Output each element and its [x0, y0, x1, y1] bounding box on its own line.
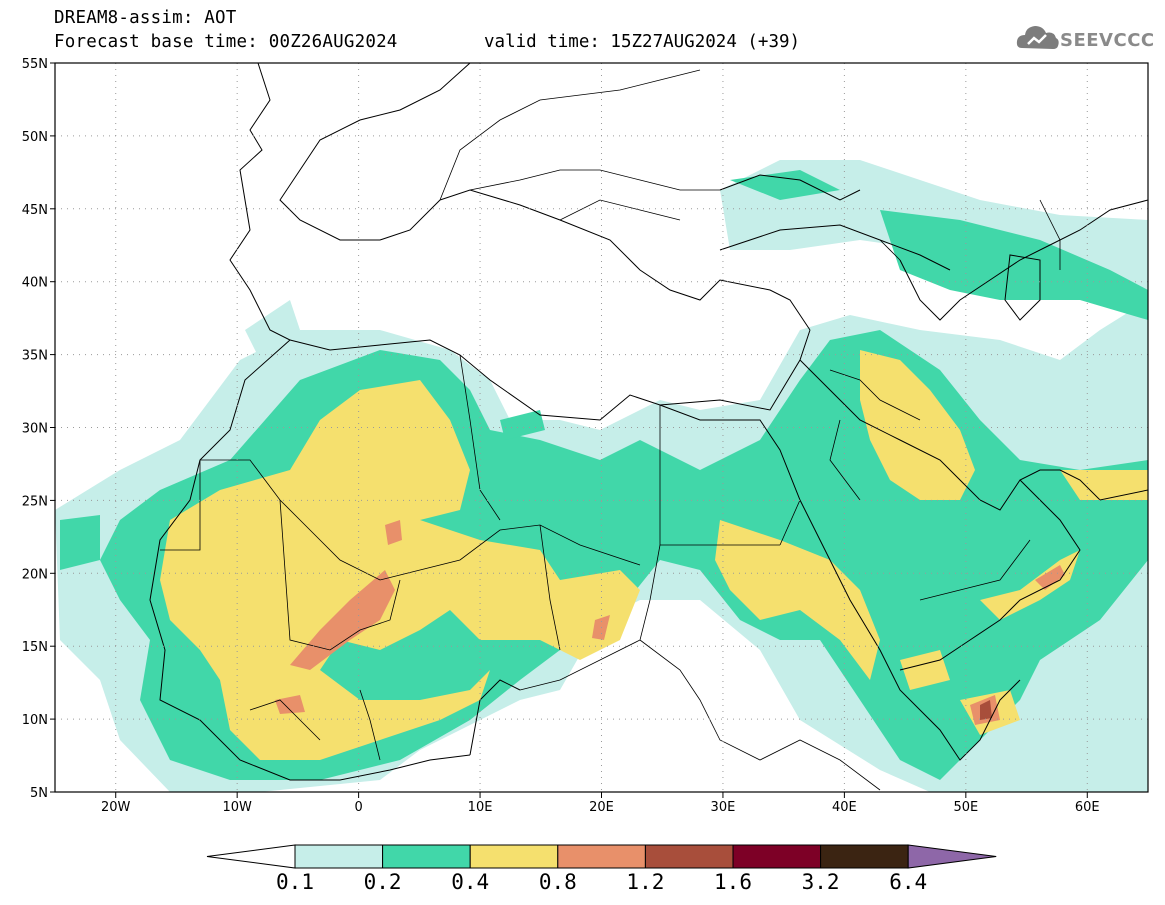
longitude-labels: 20W 10W 0 10E 20E 30E 40E 50E 60E	[101, 800, 1100, 815]
lon-label: 60E	[1075, 800, 1100, 815]
aot-layer-1-2	[980, 700, 992, 720]
cloud-logo-icon	[1016, 26, 1059, 49]
lat-label: 5N	[30, 786, 48, 801]
map-title: DREAM8-assim: AOT	[54, 8, 237, 28]
lon-label: 20E	[589, 800, 614, 815]
lon-label: 0	[354, 800, 362, 815]
colorbar-label: 1.2	[626, 870, 664, 894]
colorbar-label: 0.4	[451, 870, 489, 894]
colorbar-segment	[294, 844, 384, 869]
lon-label: 30E	[711, 800, 736, 815]
colorbar-label: 0.1	[276, 870, 314, 894]
colorbar-over-arrow	[907, 844, 997, 869]
aot-field	[55, 63, 1148, 792]
colorbar-label: 0.2	[364, 870, 402, 894]
colorbar-label: 0.8	[539, 870, 577, 894]
axis-ticks	[50, 62, 1088, 798]
colorbar-label: 3.2	[802, 870, 840, 894]
lat-label: 50N	[22, 130, 48, 145]
colorbar-segment	[557, 844, 646, 869]
aot-layer-0-4	[160, 350, 1148, 760]
colorbar-segment	[732, 844, 822, 869]
lon-label: 50E	[953, 800, 978, 815]
colorbar: 0.1 0.2 0.4 0.8 1.2 1.6 3.2 6.4	[206, 844, 997, 894]
colorbar-segment	[469, 844, 559, 869]
colorbar-segment	[644, 844, 734, 869]
grid	[55, 63, 1148, 792]
valid-time: valid time: 15Z27AUG2024 (+39)	[484, 32, 801, 52]
lat-label: 25N	[22, 494, 48, 509]
seevccc-logo	[1016, 22, 1156, 56]
colorbar-under-arrow	[206, 844, 296, 869]
lat-label: 35N	[22, 349, 48, 364]
forecast-base-time: Forecast base time: 00Z26AUG2024	[54, 32, 398, 52]
colorbar-label: 6.4	[889, 870, 927, 894]
aot-layer-0-8	[275, 520, 1065, 725]
lat-label: 55N	[22, 57, 48, 72]
lat-label: 45N	[22, 203, 48, 218]
lat-label: 15N	[22, 640, 48, 655]
lat-label: 20N	[22, 567, 48, 582]
lon-label: 20W	[101, 800, 131, 815]
latitude-labels: 5N 10N 15N 20N 25N 30N 35N 40N 45N 50N 55N	[22, 57, 48, 801]
lon-label: 10E	[468, 800, 493, 815]
lon-label: 10W	[222, 800, 252, 815]
lat-label: 40N	[22, 276, 48, 291]
country-borders	[160, 69, 1061, 791]
lon-label: 40E	[832, 800, 857, 815]
colorbar-label: 1.6	[714, 870, 752, 894]
colorbar-segment	[382, 844, 471, 869]
lat-label: 30N	[22, 422, 48, 437]
colorbar-segment	[820, 844, 909, 869]
coastlines	[149, 63, 1148, 781]
lat-label: 10N	[22, 713, 48, 728]
logo-text: SEEVCCC	[1060, 30, 1155, 51]
